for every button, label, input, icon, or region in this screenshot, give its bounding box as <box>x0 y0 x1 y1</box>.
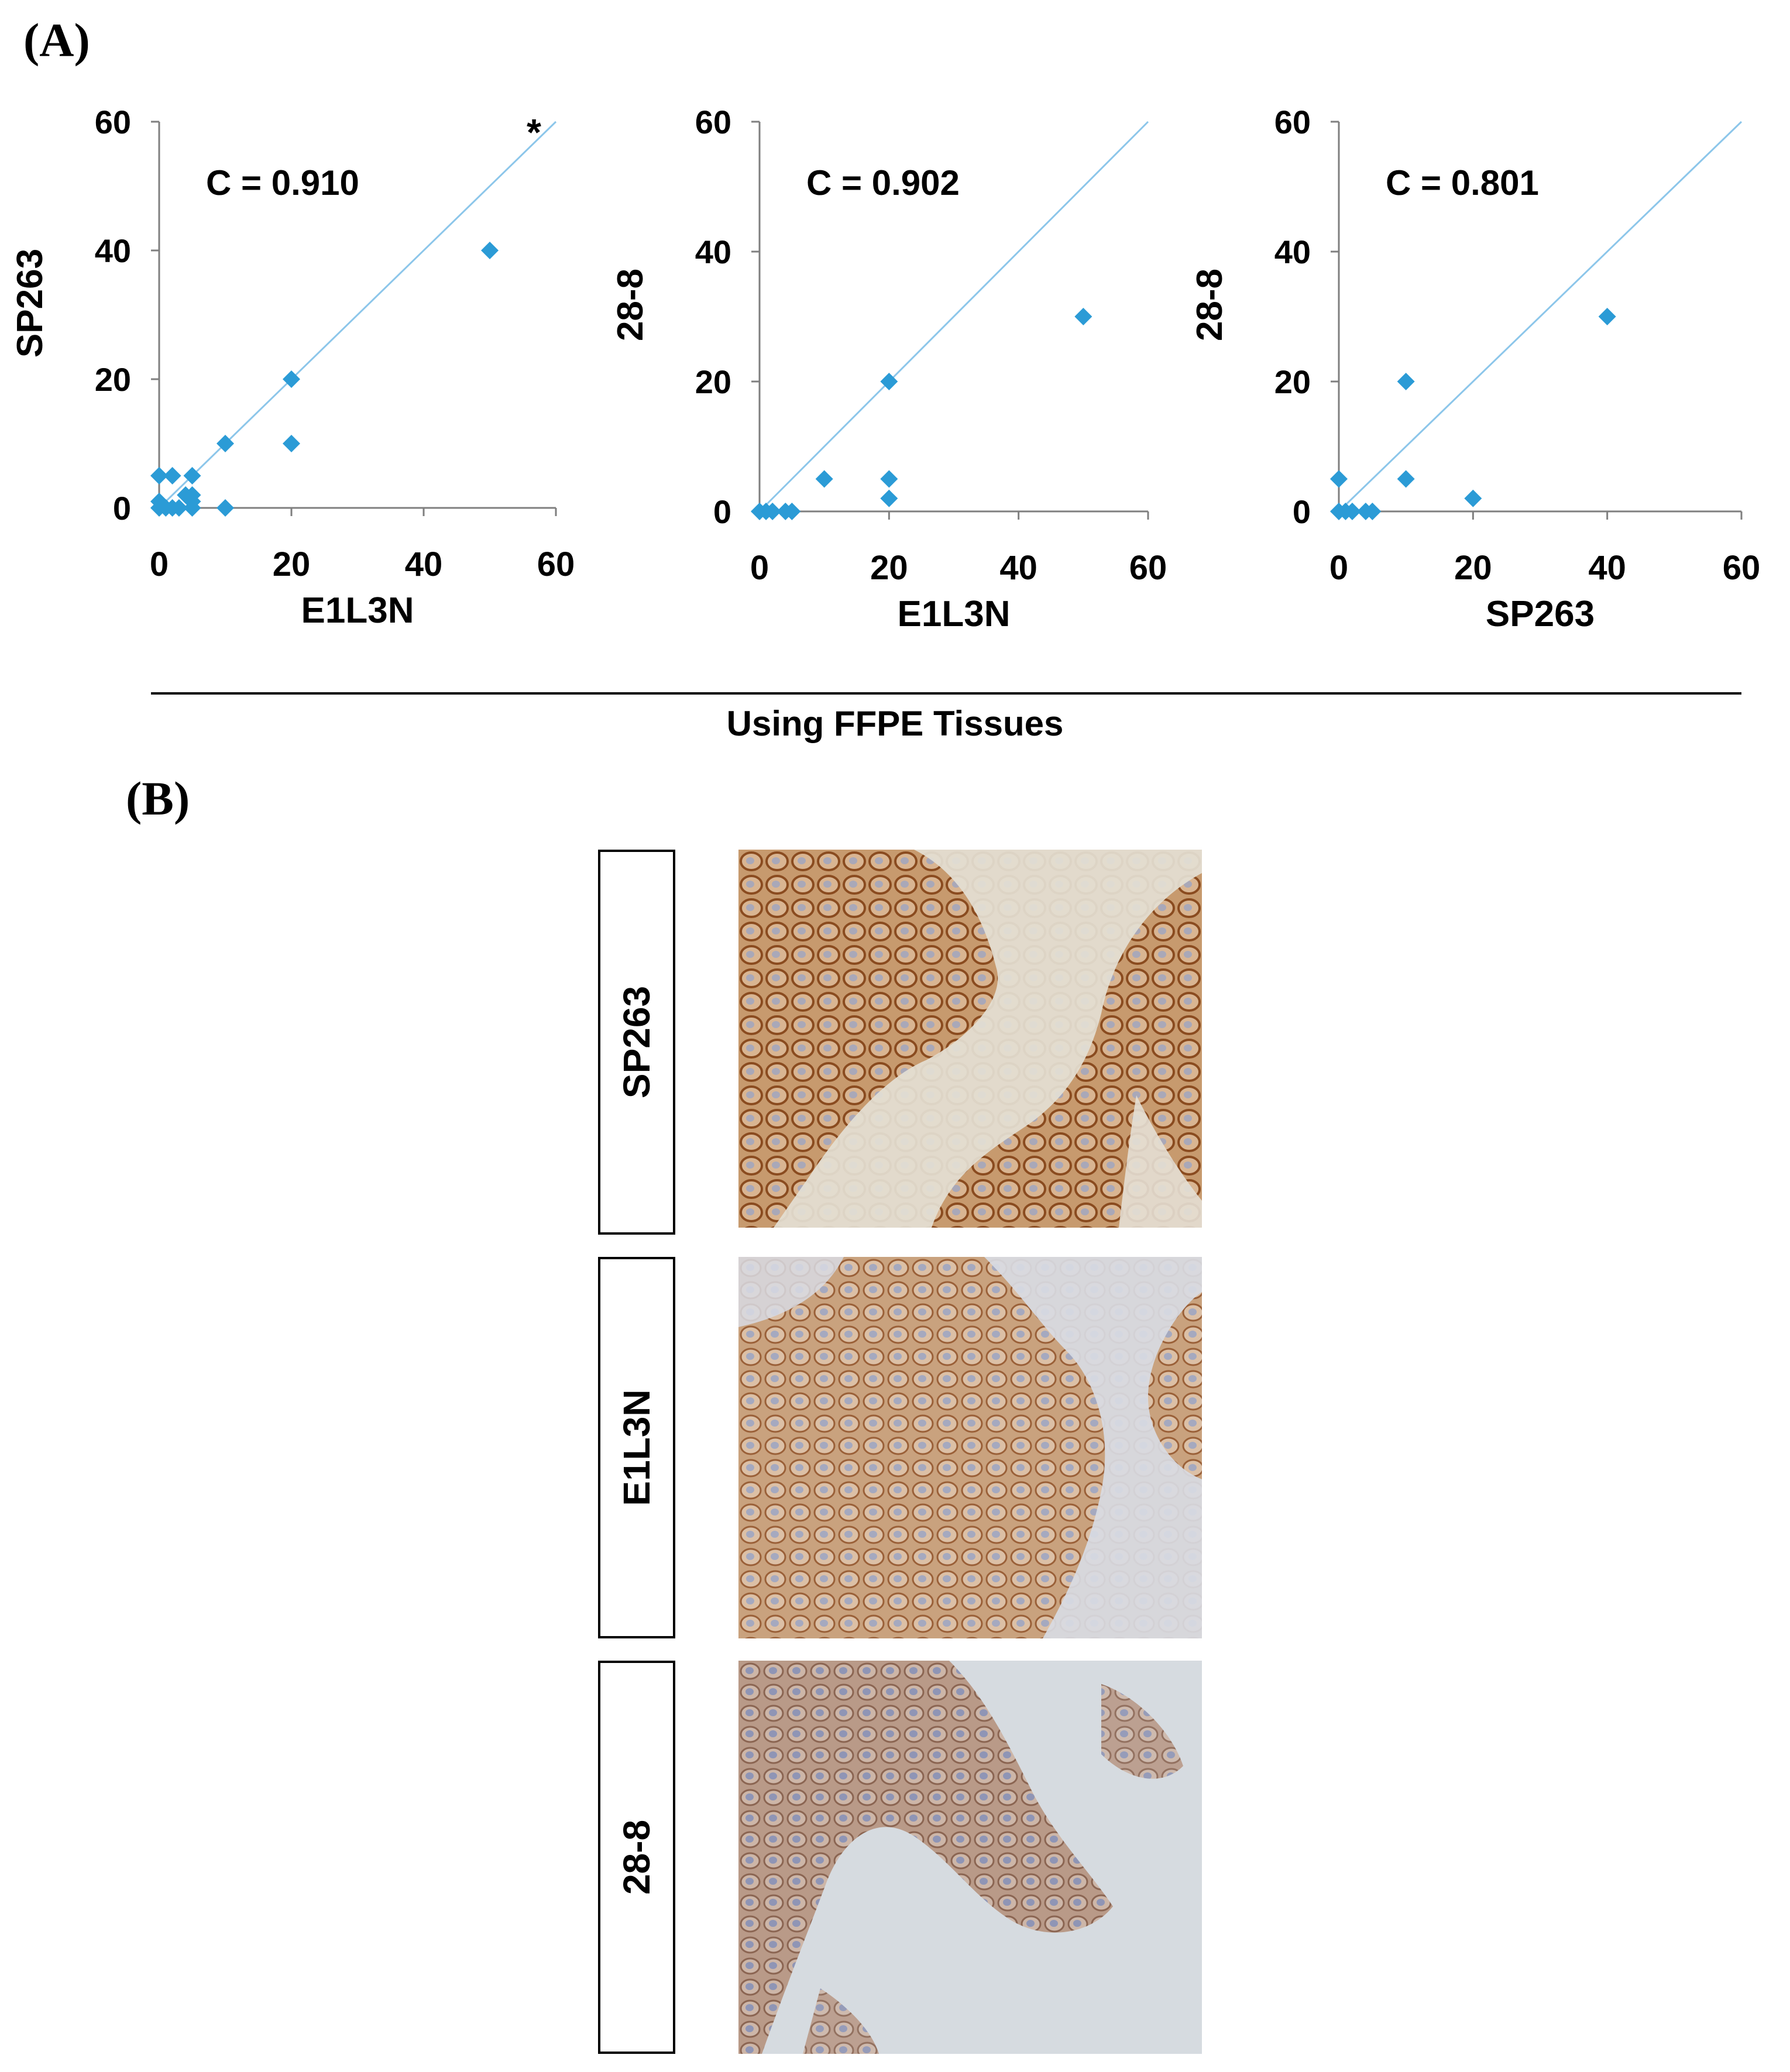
data-point <box>1598 308 1616 325</box>
identity-line <box>1338 121 1743 513</box>
x-tick-label: 20 <box>273 545 311 583</box>
y-tick-label: 0 <box>1293 493 1311 530</box>
data-point <box>764 503 782 520</box>
x-tick-label: 60 <box>1129 549 1167 587</box>
panel-b-label: (B) <box>126 772 190 825</box>
ihc-label-e1l3n: E1L3N <box>598 1257 675 1638</box>
data-point <box>880 470 898 488</box>
data-point <box>183 467 201 485</box>
y-tick-label: 40 <box>695 233 731 270</box>
ihc-image-sp263 <box>738 850 1202 1228</box>
footnote: Using FFPE Tissues <box>726 704 1064 743</box>
y-tick-label: 60 <box>95 104 131 140</box>
x-tick-label: 60 <box>1723 549 1761 587</box>
data-point <box>1397 470 1415 488</box>
y-tick-label: 20 <box>1274 363 1311 400</box>
x-tick-label: 0 <box>1329 549 1348 587</box>
data-point <box>783 503 801 520</box>
data-point <box>217 435 234 452</box>
y-axis-label: 28-8 <box>1190 269 1230 341</box>
data-point <box>170 499 188 517</box>
x-axis-label: E1L3N <box>301 590 414 631</box>
data-point <box>1464 489 1482 507</box>
scatter-charts: 0 20 40 60 0 20 40 60 C = 0.910 * E1L3N SP263 0 20 40 6… <box>10 104 1761 634</box>
y-tick-label: 60 <box>1274 104 1311 140</box>
data-point <box>283 435 300 452</box>
x-axis-label: SP263 <box>1486 594 1595 634</box>
data-point <box>1074 308 1092 325</box>
ihc-image-28-8 <box>738 1661 1202 2054</box>
data-point <box>1363 503 1382 520</box>
ihc-label-28-8: 28-8 <box>598 1661 675 2054</box>
data-point <box>163 467 181 485</box>
correlation-label: C = 0.801 <box>1386 163 1539 202</box>
data-point <box>183 486 201 504</box>
x-tick-label: 20 <box>870 549 908 587</box>
y-tick-label: 0 <box>113 490 131 527</box>
significance-asterisk: * <box>527 111 541 153</box>
y-tick-label: 0 <box>713 493 731 530</box>
x-axis-label: E1L3N <box>898 594 1011 634</box>
divider-line <box>151 692 1741 695</box>
x-tick-label: 40 <box>1588 549 1626 587</box>
data-point <box>283 370 300 388</box>
x-tick-label: 0 <box>150 545 169 583</box>
ihc-image-e1l3n <box>738 1257 1202 1638</box>
ihc-label-sp263: SP263 <box>598 850 675 1235</box>
data-point <box>217 499 234 517</box>
data-point <box>880 489 898 507</box>
y-tick-label: 40 <box>95 232 131 269</box>
correlation-label: C = 0.910 <box>206 163 359 202</box>
y-axis-label: 28-8 <box>610 269 651 341</box>
data-point <box>1330 470 1348 488</box>
data-point <box>815 470 833 488</box>
panel-a-label: (A) <box>23 13 90 67</box>
y-tick-label: 40 <box>1274 233 1311 270</box>
correlation-label: C = 0.902 <box>806 163 960 202</box>
y-tick-label: 60 <box>695 104 731 140</box>
y-axis-label: SP263 <box>10 249 50 358</box>
y-tick-label: 20 <box>95 361 131 398</box>
x-tick-label: 60 <box>537 545 575 583</box>
x-tick-label: 40 <box>405 545 443 583</box>
data-point <box>1397 373 1415 390</box>
data-point <box>150 467 168 485</box>
data-point <box>880 373 898 390</box>
x-tick-label: 40 <box>999 549 1037 587</box>
identity-line <box>758 121 1149 513</box>
x-tick-label: 0 <box>750 549 769 587</box>
data-point <box>1343 503 1361 520</box>
data-point <box>481 242 499 259</box>
y-tick-label: 20 <box>695 363 731 400</box>
x-tick-label: 20 <box>1454 549 1492 587</box>
